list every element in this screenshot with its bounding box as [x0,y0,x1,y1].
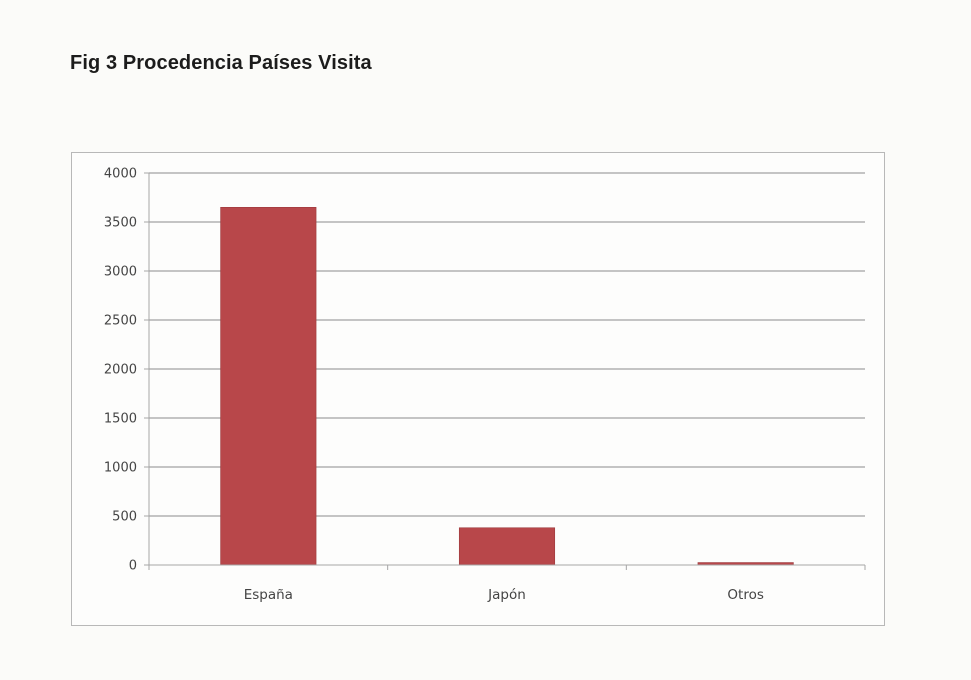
x-category-label: Japón [487,587,526,603]
y-tick-label: 2000 [104,363,137,378]
y-tick-label: 1500 [104,412,137,427]
y-tick-label: 3000 [104,265,137,280]
y-tick-label: 3500 [104,216,137,231]
chart-frame: 0 500 1000 1500 2000 2500 3000 3500 4000 España Ja… [71,152,885,626]
bar-1 [458,527,556,566]
y-tick-label: 4000 [104,167,137,182]
y-tick-label: 1000 [104,461,137,476]
bar-0 [220,206,317,566]
y-tick-label: 0 [129,559,137,574]
y-tick-label: 2500 [104,314,137,329]
y-tick-label: 500 [112,510,137,525]
x-category-label: Otros [727,587,763,603]
bar-chart: 0 500 1000 1500 2000 2500 3000 3500 4000 España Ja… [104,167,866,603]
x-category-label: España [244,587,293,603]
figure-title: Fig 3 Procedencia Países Visita [70,52,372,74]
